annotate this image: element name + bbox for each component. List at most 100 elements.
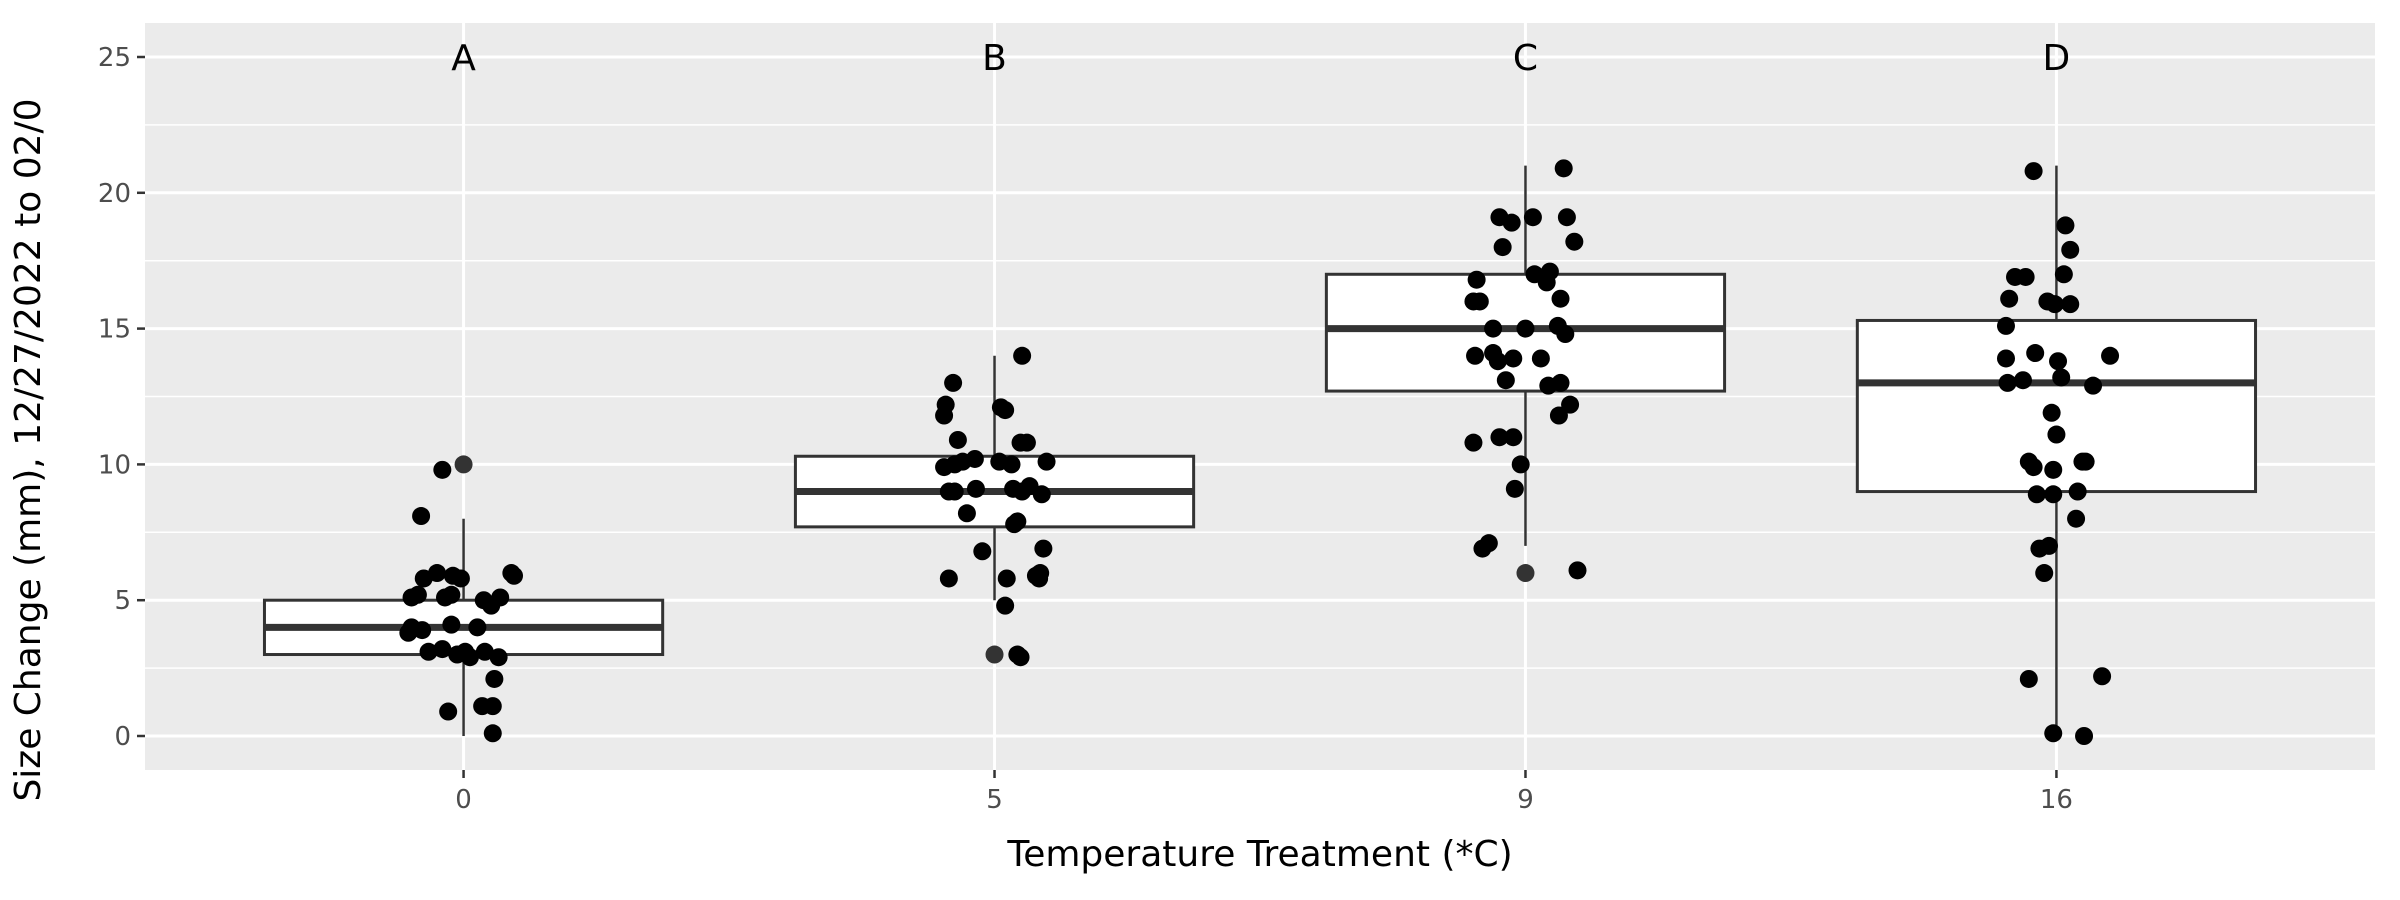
data-point <box>966 479 985 498</box>
data-point <box>2026 344 2045 363</box>
x-tick-label: 0 <box>455 785 472 815</box>
data-point <box>428 564 447 583</box>
x-axis-title: Temperature Treatment (*C) <box>1006 834 1512 875</box>
data-point <box>433 640 452 659</box>
data-point <box>1568 561 1587 580</box>
data-point <box>965 449 984 468</box>
data-point <box>1466 346 1485 365</box>
y-tick-label: 25 <box>98 43 131 73</box>
data-point <box>2052 368 2071 387</box>
data-point <box>1008 645 1027 664</box>
outlier-point <box>985 645 1004 664</box>
data-point <box>1488 352 1507 371</box>
data-point <box>475 642 494 661</box>
data-point <box>2047 425 2066 444</box>
data-point <box>945 482 964 501</box>
y-tick-label: 15 <box>98 315 131 345</box>
data-point <box>1034 539 1053 558</box>
data-point <box>957 504 976 523</box>
axes: 0 5 10 15 20 25 0 5 9 16 <box>98 43 2073 815</box>
data-point <box>1473 539 1492 558</box>
group-letter: C <box>1513 38 1538 79</box>
data-point <box>948 430 967 449</box>
data-point <box>485 669 504 688</box>
data-point <box>2075 727 2094 745</box>
data-point <box>399 623 418 642</box>
data-point <box>451 569 470 588</box>
group-letter: B <box>982 38 1007 79</box>
data-point <box>1551 289 1570 308</box>
data-point <box>2049 352 2068 371</box>
data-point <box>2056 216 2075 235</box>
data-point <box>2024 458 2043 477</box>
data-point <box>491 588 510 607</box>
data-point <box>2044 460 2063 479</box>
data-point <box>1557 208 1576 227</box>
jitter-points <box>399 159 2120 745</box>
data-point <box>1002 455 1021 474</box>
data-point <box>2000 289 2019 308</box>
group-letter: D <box>2043 38 2071 79</box>
data-point <box>935 406 954 425</box>
data-point <box>505 566 524 585</box>
data-point <box>1554 159 1573 178</box>
data-point <box>939 569 958 588</box>
data-point <box>944 373 963 392</box>
data-point <box>1551 373 1570 392</box>
data-point <box>413 621 432 640</box>
data-point <box>2068 482 2087 501</box>
x-tick-label: 16 <box>2040 785 2073 815</box>
data-point <box>2024 162 2043 181</box>
x-tick-label: 9 <box>1517 785 1534 815</box>
data-point <box>1013 346 1032 365</box>
data-point <box>1490 428 1509 447</box>
data-point <box>2061 240 2080 259</box>
outlier-point <box>454 455 473 474</box>
data-point <box>1561 395 1580 414</box>
data-point <box>433 460 452 479</box>
group-letters: A B C D <box>451 38 2070 79</box>
data-point <box>1549 406 1568 425</box>
y-axis-title: Size Change (mm), 12/27/2022 to 02/0 <box>8 98 49 801</box>
data-point <box>1467 270 1486 289</box>
data-point <box>483 724 502 743</box>
data-point <box>468 618 487 637</box>
data-point <box>997 569 1016 588</box>
data-point <box>1556 325 1575 344</box>
data-point <box>996 401 1015 420</box>
x-tick-label: 5 <box>986 785 1003 815</box>
data-point <box>2054 265 2073 284</box>
y-tick-label: 5 <box>114 586 131 616</box>
data-point <box>1493 238 1512 257</box>
data-point <box>2045 295 2064 314</box>
data-point <box>2084 376 2103 395</box>
data-point <box>1998 373 2017 392</box>
data-point <box>2019 669 2038 688</box>
y-tick-label: 10 <box>98 450 131 480</box>
data-point <box>2016 267 2035 286</box>
data-point <box>1005 515 1024 534</box>
y-tick-label: 20 <box>98 179 131 209</box>
y-tick-label: 0 <box>114 722 131 752</box>
data-point <box>483 697 502 716</box>
data-point <box>1511 455 1530 474</box>
data-point <box>2035 564 2054 583</box>
data-point <box>419 642 438 661</box>
data-point <box>1037 452 1056 471</box>
data-point <box>2039 536 2058 555</box>
data-point <box>1496 371 1515 390</box>
data-point <box>1531 349 1550 368</box>
data-point <box>1505 479 1524 498</box>
data-point <box>2013 371 2032 390</box>
data-point <box>1504 349 1523 368</box>
data-point <box>1470 292 1489 311</box>
data-point <box>2067 509 2086 528</box>
data-point <box>489 648 508 667</box>
data-point <box>1484 319 1503 338</box>
data-point <box>442 615 461 634</box>
data-point <box>442 585 461 604</box>
data-point <box>1523 208 1542 227</box>
data-point <box>2101 346 2120 365</box>
data-point <box>1537 273 1556 292</box>
